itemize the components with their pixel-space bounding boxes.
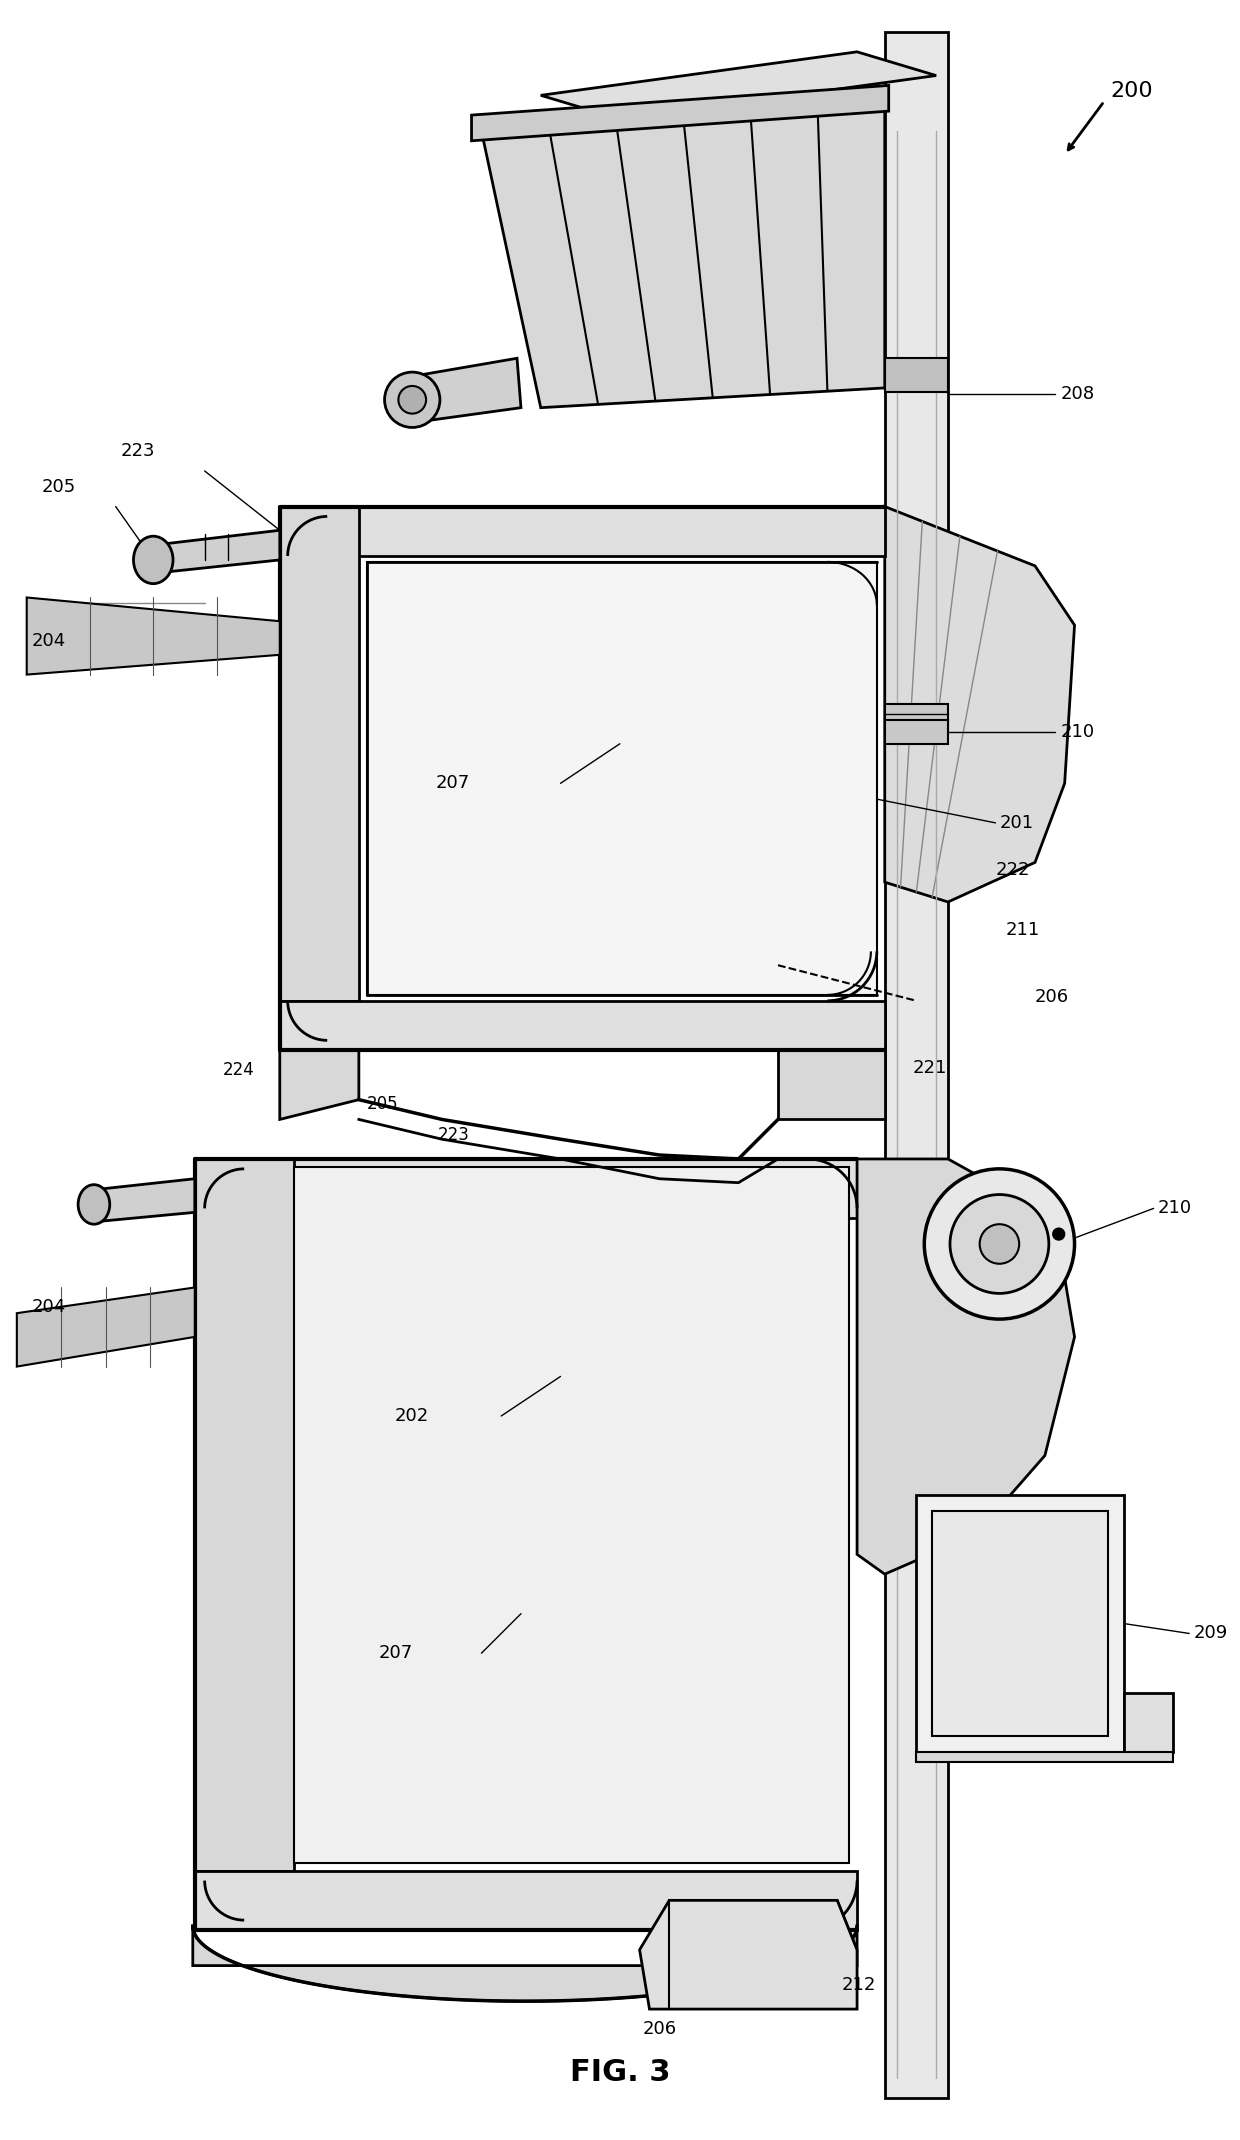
Text: 208: 208 [1060, 385, 1095, 402]
Text: FIG. 3: FIG. 3 [569, 2059, 670, 2086]
Text: 223: 223 [438, 1126, 470, 1145]
Polygon shape [916, 1753, 1173, 1761]
Text: 209: 209 [1193, 1624, 1228, 1644]
Polygon shape [916, 1496, 1123, 1753]
Ellipse shape [78, 1186, 110, 1224]
Polygon shape [471, 86, 889, 141]
Circle shape [1053, 1228, 1065, 1239]
Text: 221: 221 [913, 1059, 947, 1076]
Text: 206: 206 [1035, 989, 1069, 1006]
Text: 223: 223 [120, 443, 155, 460]
Text: 205: 205 [367, 1094, 398, 1113]
Text: 201: 201 [999, 813, 1034, 832]
Polygon shape [481, 101, 885, 409]
Circle shape [398, 385, 427, 413]
Polygon shape [885, 704, 949, 734]
Polygon shape [195, 1160, 857, 1218]
Text: 210: 210 [1060, 723, 1095, 740]
Polygon shape [27, 597, 280, 674]
Circle shape [384, 372, 440, 428]
Text: 207: 207 [436, 775, 470, 792]
Polygon shape [1123, 1693, 1173, 1753]
Polygon shape [857, 1160, 1075, 1575]
Polygon shape [640, 1900, 857, 2009]
Polygon shape [777, 1051, 885, 1119]
Polygon shape [885, 719, 949, 745]
Polygon shape [885, 32, 949, 2097]
Text: 204: 204 [32, 631, 66, 651]
Polygon shape [402, 357, 521, 424]
Polygon shape [294, 1166, 849, 1862]
Circle shape [980, 1224, 1019, 1265]
Polygon shape [885, 507, 1075, 901]
Text: 211: 211 [1006, 920, 1039, 939]
Text: 212: 212 [841, 1977, 875, 1994]
Polygon shape [885, 357, 949, 392]
Polygon shape [145, 531, 280, 574]
Polygon shape [86, 1179, 195, 1222]
Text: 202: 202 [394, 1406, 429, 1425]
Text: 200: 200 [1110, 81, 1153, 101]
Polygon shape [280, 1002, 885, 1051]
Text: 224: 224 [222, 1061, 254, 1079]
Circle shape [950, 1194, 1049, 1293]
Polygon shape [280, 507, 885, 556]
Ellipse shape [134, 537, 174, 584]
Polygon shape [367, 563, 877, 995]
Text: 205: 205 [42, 477, 76, 496]
Text: 206: 206 [642, 2020, 677, 2037]
Polygon shape [192, 1926, 857, 2001]
Text: 222: 222 [996, 860, 1030, 880]
Text: 204: 204 [32, 1299, 66, 1316]
Polygon shape [195, 1870, 857, 1930]
Polygon shape [280, 507, 358, 1002]
Polygon shape [195, 1160, 294, 1870]
Text: 207: 207 [378, 1644, 413, 1663]
Text: 210: 210 [1158, 1198, 1192, 1218]
Circle shape [924, 1168, 1075, 1318]
Polygon shape [541, 51, 936, 120]
Polygon shape [932, 1511, 1109, 1736]
Polygon shape [17, 1288, 195, 1367]
Polygon shape [280, 1051, 358, 1119]
